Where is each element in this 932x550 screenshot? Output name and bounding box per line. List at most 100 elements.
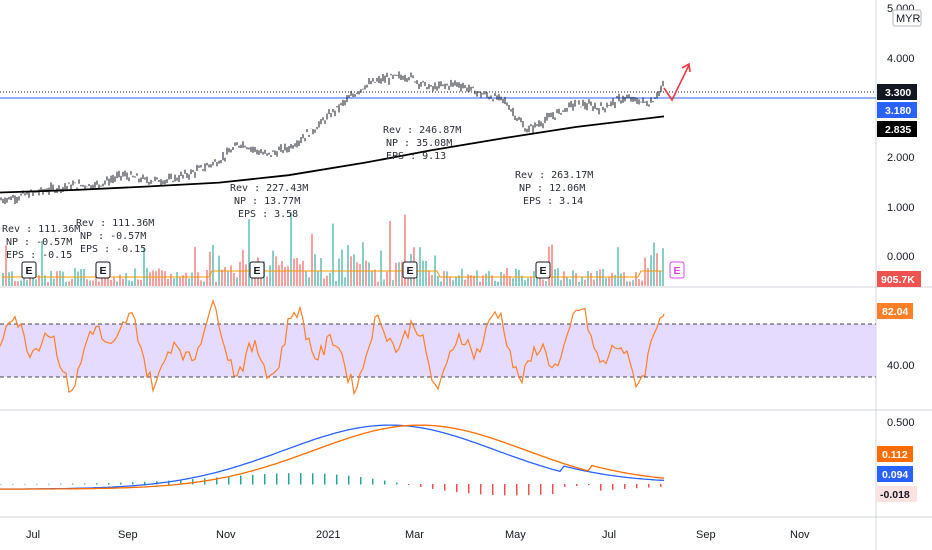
volume-bar: [296, 258, 298, 286]
volume-bar: [374, 269, 376, 286]
macd-histogram-bar: [348, 475, 350, 485]
volume-bar: [368, 262, 370, 286]
svg-text:Rev : 111.36M: Rev : 111.36M: [2, 224, 80, 235]
macd-histogram-bar: [600, 484, 602, 491]
svg-text:Sep: Sep: [696, 529, 716, 541]
volume-bar: [545, 281, 547, 286]
volume-bar: [248, 219, 250, 286]
volume-bar: [314, 254, 316, 286]
earnings-flag-icon[interactable]: E: [21, 261, 37, 279]
earnings-annotation: Rev : 111.36M NP : -0.57M EPS : -0.15: [76, 218, 154, 255]
volume-bar: [179, 277, 181, 286]
volume-bar: [599, 269, 601, 286]
volume-bar: [596, 270, 598, 286]
volume-bar: [206, 269, 208, 286]
volume-bar: [56, 271, 58, 286]
volume-bar: [143, 248, 145, 286]
macd-histogram-bar: [132, 482, 134, 485]
svg-text:NP : 12.06M: NP : 12.06M: [519, 183, 585, 194]
svg-text:E: E: [25, 265, 32, 277]
macd-histogram-bar: [312, 473, 314, 485]
macd-histogram-bar: [384, 480, 386, 485]
volume-bar: [356, 262, 358, 286]
volume-bar: [524, 280, 526, 286]
volume-bar: [485, 273, 487, 286]
volume-bar: [509, 276, 511, 286]
volume-bar: [284, 266, 286, 286]
volume-bar: [86, 279, 88, 286]
volume-bar: [119, 274, 121, 286]
earnings-flag-icon[interactable]: E: [95, 261, 111, 279]
macd-histogram-bar: [12, 483, 14, 485]
earnings-annotation: Rev : 111.36M NP : -0.57M EPS : -0.15: [2, 224, 80, 261]
volume-bar: [137, 279, 139, 286]
volume-bar: [332, 223, 334, 286]
earnings-annotation: Rev : 227.43M NP : 13.77M EPS : 3.58: [230, 183, 308, 220]
macd-histogram-bar: [264, 474, 266, 485]
volume-bar: [305, 270, 307, 286]
volume-bar: [50, 270, 52, 286]
svg-text:Rev : 111.36M: Rev : 111.36M: [76, 218, 154, 229]
volume-bar: [302, 260, 304, 286]
volume-bar: [365, 260, 367, 286]
earnings-flag-icon[interactable]: E: [249, 261, 265, 279]
svg-text:Nov: Nov: [216, 529, 236, 541]
volume-bar: [482, 275, 484, 286]
earnings-flag-icon[interactable]: E: [402, 261, 418, 279]
svg-text:0.000: 0.000: [887, 251, 915, 263]
svg-text:EPS : 3.58: EPS : 3.58: [238, 209, 298, 220]
volume-bar: [47, 281, 49, 286]
volume-bar: [173, 278, 175, 286]
macd-histogram-bar: [480, 484, 482, 495]
volume-bar: [602, 269, 604, 286]
volume-bar: [293, 258, 295, 286]
svg-text:82.04: 82.04: [882, 306, 908, 318]
svg-text:NP : -0.57M: NP : -0.57M: [6, 237, 72, 248]
svg-text:Rev : 227.43M: Rev : 227.43M: [230, 183, 308, 194]
volume-bar: [593, 279, 595, 286]
volume-bar: [281, 261, 283, 286]
volume-bar: [569, 279, 571, 286]
earnings-flag-icon[interactable]: E: [535, 261, 551, 279]
volume-bar: [17, 281, 19, 286]
time-axis[interactable]: Jul Sep Nov 2021 Mar May Jul Sep Nov: [26, 529, 810, 541]
macd-histogram-bar: [300, 473, 302, 485]
volume-bar: [521, 275, 523, 286]
volume-bar: [182, 275, 184, 286]
macd-histogram-bar: [468, 484, 470, 494]
earnings-flag-icon[interactable]: E: [669, 261, 685, 279]
macd-histogram-bar: [0, 483, 2, 485]
earnings-annotation: Rev : 263.17M NP : 12.06M EPS : 3.14: [515, 170, 593, 207]
volume-bar: [122, 278, 124, 286]
volume-bar: [398, 262, 400, 286]
volume-bar: [299, 264, 301, 286]
volume-bar: [428, 271, 430, 286]
svg-text:905.7K: 905.7K: [881, 274, 915, 286]
volume-bar: [467, 274, 469, 286]
volume-bar: [647, 268, 649, 286]
price-axis[interactable]: 5.000 4.000 2.000 1.000 0.000 MYR: [887, 3, 922, 263]
volume-bar: [641, 280, 643, 286]
volume-bar: [584, 279, 586, 286]
svg-text:EPS : 3.14: EPS : 3.14: [523, 196, 583, 207]
volume-bar: [221, 269, 223, 286]
macd-histogram-bar: [120, 482, 122, 485]
macd-histogram-bar: [660, 484, 662, 487]
volume-bar: [323, 278, 325, 286]
volume-bar: [242, 249, 244, 286]
volume-bar: [587, 271, 589, 286]
forecast-arrow: [663, 62, 691, 102]
svg-text:0.112: 0.112: [882, 449, 908, 461]
signal-marker: 0.112: [877, 446, 913, 462]
volume-bar: [392, 280, 394, 286]
volume-bar: [170, 273, 172, 286]
macd-histogram-bar: [372, 478, 374, 485]
volume-bar: [14, 280, 16, 286]
volume-marker: 905.7K: [877, 271, 921, 287]
volume-bar: [605, 278, 607, 286]
svg-text:3.300: 3.300: [885, 87, 911, 99]
svg-text:-0.018: -0.018: [880, 489, 910, 501]
volume-bar: [155, 271, 157, 286]
volume-bar: [98, 281, 100, 286]
